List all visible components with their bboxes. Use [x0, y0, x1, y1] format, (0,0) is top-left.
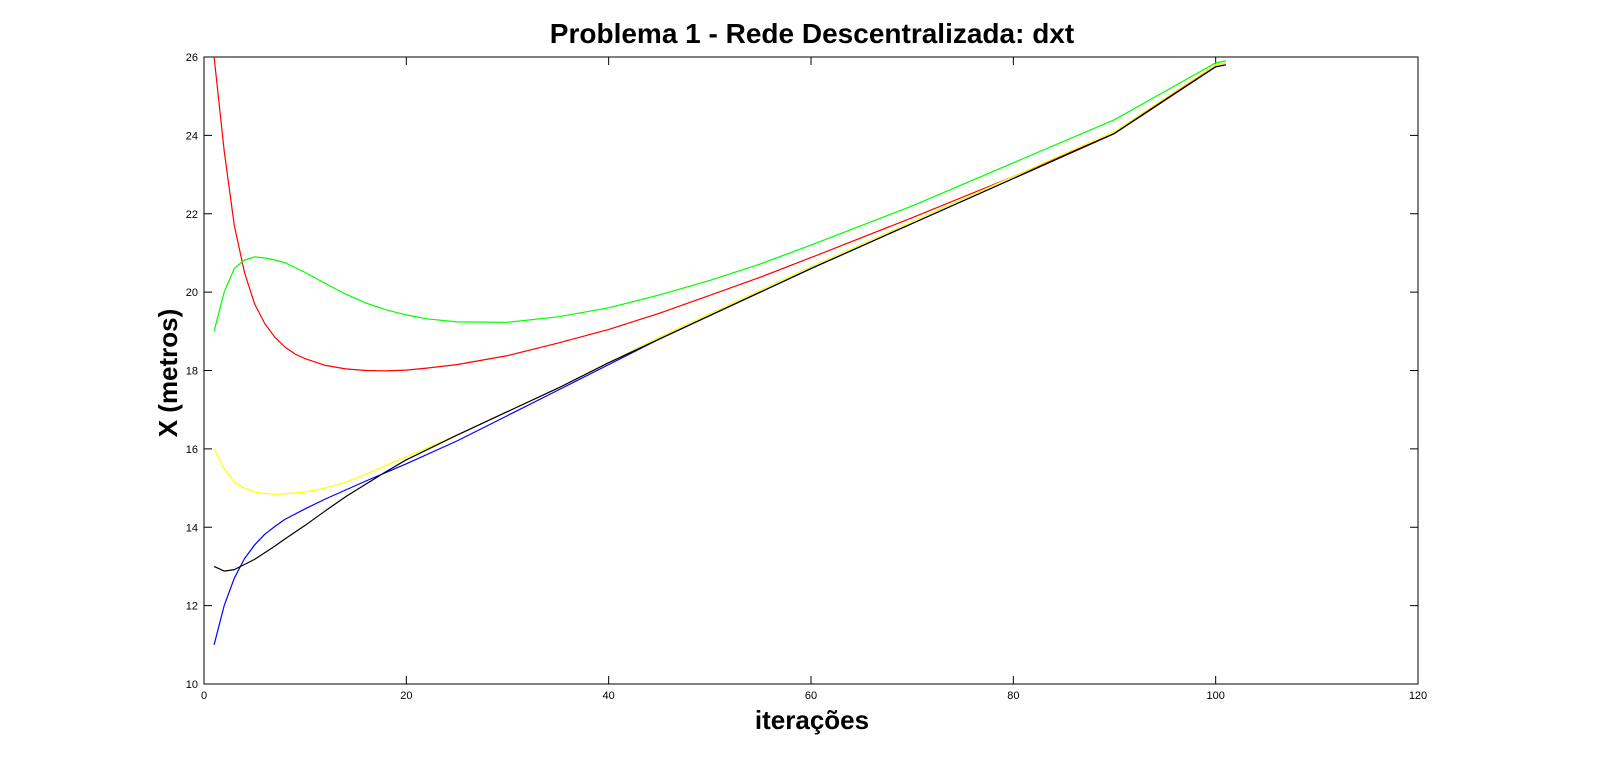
- x-tick-label: 80: [1007, 690, 1019, 702]
- y-axis-label: X (metros): [153, 309, 183, 438]
- x-axis-label: iterações: [755, 705, 869, 735]
- series-line-0: [213, 56, 1226, 372]
- y-axis: 10 12 14 16 18 20 22 24 26: [186, 52, 1418, 691]
- x-tick-label: 0: [201, 690, 207, 702]
- x-axis: 0 20 40 60 80 100 120: [201, 57, 1427, 702]
- y-tick-label: 18: [186, 366, 198, 378]
- chart-title: Problema 1 - Rede Descentralizada: dxt: [550, 18, 1074, 49]
- y-tick-label: 16: [186, 444, 198, 456]
- x-tick-label: 120: [1409, 690, 1427, 702]
- x-tick-label: 20: [400, 690, 412, 702]
- y-tick-label: 26: [186, 52, 198, 64]
- series-line-4: [213, 64, 1226, 572]
- y-tick-label: 24: [186, 130, 198, 142]
- series-layer: [213, 56, 1226, 645]
- x-tick-label: 40: [603, 690, 615, 702]
- y-tick-label: 12: [186, 601, 198, 613]
- y-tick-label: 22: [186, 209, 198, 221]
- x-tick-label: 100: [1206, 690, 1224, 702]
- x-tick-label: 60: [805, 690, 817, 702]
- y-tick-label: 10: [186, 679, 198, 691]
- series-line-1: [213, 60, 1226, 332]
- series-line-2: [213, 62, 1226, 495]
- y-tick-label: 14: [186, 522, 198, 534]
- y-tick-label: 20: [186, 287, 198, 299]
